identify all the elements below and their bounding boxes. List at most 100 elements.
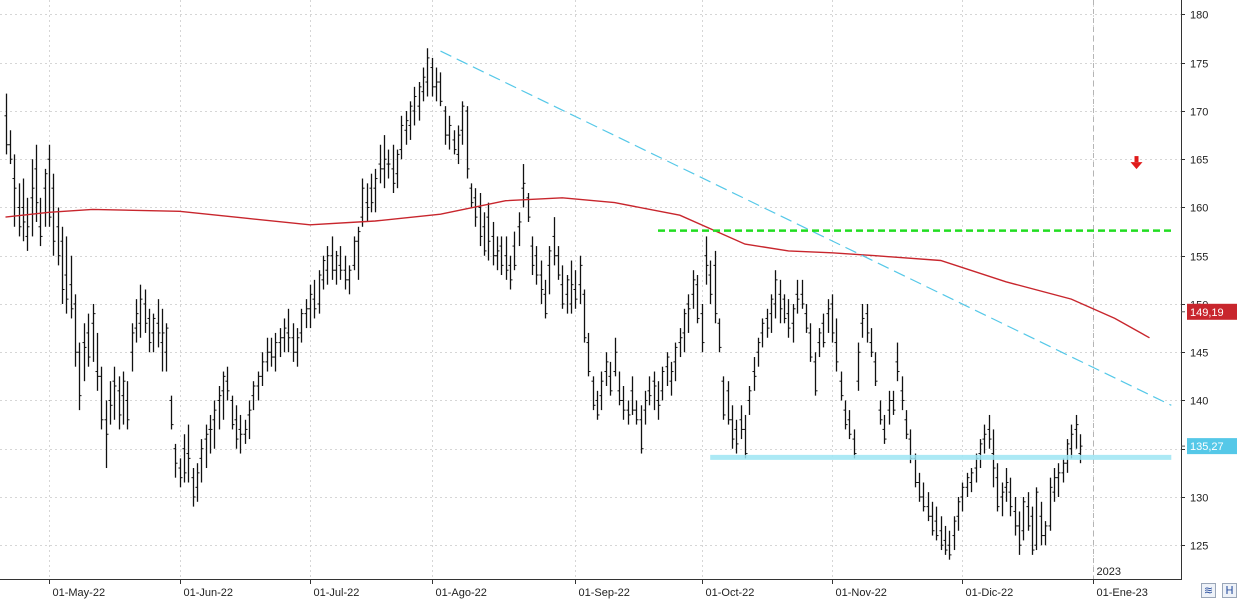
ohlc-bar <box>791 303 796 343</box>
ohlc-bar <box>578 255 583 304</box>
ohlc-bar <box>608 361 613 396</box>
ohlc-bar <box>408 101 413 140</box>
ohlc-bar <box>378 144 383 184</box>
ohlc-bar <box>30 159 35 237</box>
ohlc-bar <box>238 414 243 454</box>
ohlc-bar <box>786 299 791 338</box>
ohlc-bar <box>195 463 200 502</box>
ohlc-bar <box>434 67 439 102</box>
ohlc-bar <box>1026 492 1031 531</box>
ohlc-bar <box>700 303 705 353</box>
ohlc-bar <box>269 337 274 367</box>
ohlc-bar <box>308 284 313 329</box>
ohlc-bar <box>21 178 26 242</box>
y-tick-label: 170 <box>1190 107 1208 119</box>
ohlc-bar <box>491 221 496 266</box>
ohlc-bar <box>299 308 304 343</box>
ohlc-bar <box>486 202 491 261</box>
ohlc-bar <box>978 439 983 469</box>
ohlc-bar <box>230 395 235 430</box>
ohlc-bar <box>404 110 409 145</box>
ohlc-bar <box>304 299 309 329</box>
history-icon[interactable]: H <box>1222 583 1237 598</box>
ohlc-bar <box>530 236 535 276</box>
ohlc-bar <box>621 386 626 420</box>
ohlc-bar <box>526 193 531 222</box>
ohlc-bar <box>865 303 870 343</box>
ohlc-bar <box>138 284 143 338</box>
zoom-icon[interactable]: ≋ <box>1201 583 1216 598</box>
ohlc-bar <box>904 410 909 440</box>
ohlc-bar <box>634 400 639 425</box>
year-label: 2023 <box>1097 566 1121 578</box>
ohlc-bar <box>151 313 156 353</box>
ohlc-bar <box>639 405 644 454</box>
ohlc-bar <box>952 516 957 551</box>
ohlc-bar <box>956 496 961 531</box>
ohlc-bar <box>660 366 665 401</box>
ohlc-bar <box>517 212 522 247</box>
ohlc-bar <box>164 323 169 372</box>
ohlc-bar <box>291 323 296 362</box>
y-tick-label: 160 <box>1190 203 1208 215</box>
ohlc-bar <box>830 294 835 343</box>
ohlc-bar <box>365 183 370 222</box>
ohlc-bar <box>221 371 226 420</box>
ohlc-bar <box>104 400 109 469</box>
y-tick-label: 125 <box>1190 541 1208 553</box>
ohlc-bar <box>869 328 874 358</box>
ohlc-bar <box>412 86 417 126</box>
ohlc-bar <box>12 154 17 227</box>
ohlc-bar <box>482 212 487 256</box>
x-tick-label: 01-Jul-22 <box>314 587 360 599</box>
ohlc-bar <box>143 289 148 333</box>
ohlc-bar <box>734 419 739 454</box>
ohlc-bar <box>665 352 670 386</box>
ohlc-bar <box>460 101 465 145</box>
price-label: 149,19 <box>1181 303 1237 320</box>
ohlc-bar <box>356 226 361 280</box>
moving-average-line <box>5 197 1150 339</box>
x-tick-label: 01-Ago-22 <box>436 587 487 599</box>
ohlc-bar <box>499 236 504 276</box>
price-label: 135,27 <box>1181 438 1237 455</box>
ohlc-bar <box>134 299 139 343</box>
y-tick-label: 130 <box>1190 493 1208 505</box>
ohlc-bar <box>539 260 544 304</box>
ohlc-bar <box>656 381 661 420</box>
ohlc-bar <box>217 386 222 430</box>
ohlc-bar <box>312 279 317 319</box>
ohlc-bar <box>826 299 831 333</box>
ohlc-bar <box>930 501 935 536</box>
ohlc-bar <box>1004 468 1009 502</box>
ohlc-bar <box>873 352 878 386</box>
ohlc-bar <box>77 342 82 411</box>
ohlc-bar <box>765 308 770 338</box>
ohlc-bar <box>969 468 974 493</box>
ohlc-bar <box>182 434 187 483</box>
ohlc-bar <box>212 400 217 449</box>
ohlc-bar <box>1008 477 1013 517</box>
ohlc-bar <box>856 342 861 391</box>
ohlc-bar <box>425 48 430 97</box>
ohlc-bar <box>743 414 748 459</box>
ohlc-bar <box>834 318 839 372</box>
y-tick-label: 155 <box>1190 252 1208 264</box>
ohlc-bar <box>891 390 896 415</box>
ohlc-bar <box>225 366 230 401</box>
ohlc-bar <box>565 275 570 314</box>
ohlc-bar <box>1039 501 1044 546</box>
ohlc-bar <box>330 236 335 280</box>
x-tick-label: 01-Oct-22 <box>706 587 755 599</box>
ohlc-bar <box>360 178 365 227</box>
ohlc-bar <box>443 106 448 145</box>
ohlc-bar <box>334 250 339 285</box>
ohlc-bar <box>613 337 618 377</box>
ohlc-bar <box>69 255 74 319</box>
price-label-text: 149,19 <box>1190 307 1224 319</box>
indicator-lines <box>5 50 1172 460</box>
ohlc-bar <box>586 332 591 377</box>
